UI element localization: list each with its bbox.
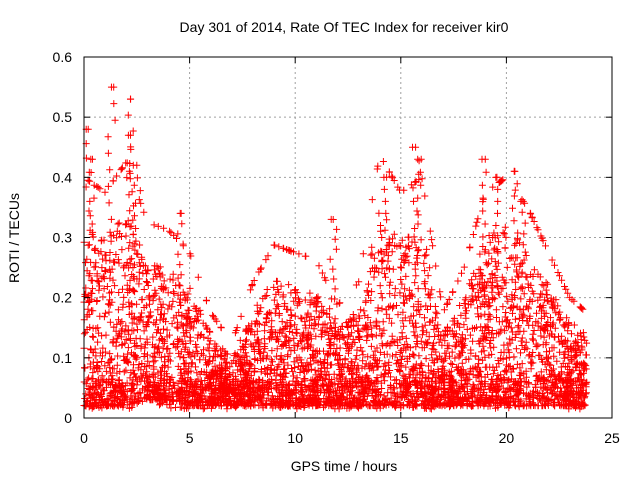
axes: 0 0.1 0.2 0.3 0.4 0.5 0.6 0 5 10 15 20 25 (53, 49, 620, 446)
y-tick-label: 0.1 (53, 350, 73, 366)
peak-point (133, 161, 141, 169)
x-tick-label: 0 (80, 430, 88, 446)
x-tick-label: 15 (393, 430, 409, 446)
peak-point (511, 167, 519, 175)
peak-point (414, 155, 422, 163)
chart-title: Day 301 of 2014, Rate Of TEC Index for r… (180, 19, 509, 35)
peak-point (126, 131, 134, 139)
x-tick-label: 20 (499, 430, 515, 446)
peak-point (519, 197, 527, 205)
data-points (80, 83, 591, 413)
peak-point (177, 209, 185, 217)
x-axis-label: GPS time / hours (291, 458, 398, 474)
x-tick-label: 10 (287, 430, 303, 446)
peak-point (84, 125, 92, 133)
peak-point (329, 215, 337, 223)
y-axis-label: ROTI / TECUs (6, 193, 22, 283)
peak-point (126, 95, 134, 103)
y-tick-label: 0.5 (53, 109, 73, 125)
peak-point (412, 143, 420, 151)
x-tick-label: 25 (604, 430, 620, 446)
peak-point (481, 155, 489, 163)
scatter-markers (80, 83, 591, 413)
y-tick-label: 0.2 (53, 290, 73, 306)
y-tick-label: 0.4 (53, 169, 73, 185)
x-tick-label: 5 (186, 430, 194, 446)
y-tick-label: 0.3 (53, 230, 73, 246)
peak-point (492, 173, 500, 181)
peak-point (107, 83, 115, 91)
y-tick-label: 0.6 (53, 49, 73, 65)
y-tick-label: 0 (64, 410, 72, 426)
peak-point (88, 155, 96, 163)
peak-point (380, 173, 388, 181)
